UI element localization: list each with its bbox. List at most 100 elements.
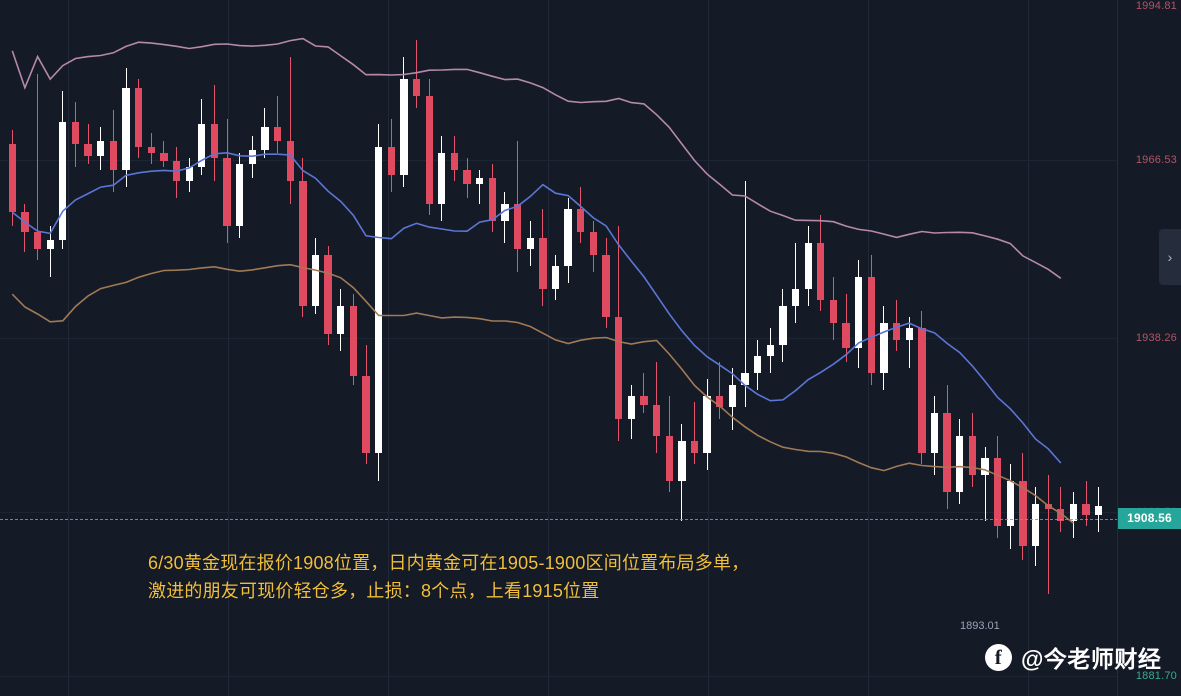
candle-down — [1019, 0, 1027, 696]
candle-wick — [795, 243, 797, 323]
candle-body — [236, 164, 244, 227]
candle-body — [412, 79, 421, 97]
candle-body — [450, 152, 459, 170]
candle-body — [817, 243, 825, 300]
candle-wick — [693, 401, 695, 464]
candle-body — [1019, 480, 1027, 547]
candle-body — [918, 328, 926, 453]
candle-body — [994, 458, 1002, 527]
candle-body — [842, 322, 850, 348]
trade-annotation-text: 6/30黄金现在报价1908位置，日内黄金可在1905-1900区间位置布局多单… — [148, 549, 749, 605]
candle-body — [855, 277, 863, 348]
candle-body — [261, 127, 269, 150]
candle-body — [59, 121, 67, 241]
candle-body — [753, 356, 762, 374]
candle-body — [299, 181, 307, 306]
candle-body — [362, 376, 370, 453]
candle-body — [46, 240, 54, 249]
candle-down — [8, 0, 16, 696]
candle-down — [918, 0, 926, 696]
candle-body — [551, 265, 560, 289]
candle-up — [880, 0, 888, 696]
candle-body — [375, 147, 383, 453]
candle-body — [564, 209, 572, 266]
candle-body — [602, 254, 610, 317]
candle-body — [21, 212, 29, 232]
candle-body — [589, 232, 598, 255]
candle-body — [311, 254, 320, 306]
candle-body — [892, 322, 901, 340]
candle-down — [1044, 0, 1052, 696]
candle-body — [425, 96, 433, 204]
candle-down — [33, 0, 42, 696]
candle-body — [134, 87, 143, 148]
candle-body — [400, 79, 408, 176]
candle-body — [703, 396, 711, 453]
candle-body — [8, 144, 16, 213]
candle-body — [930, 413, 939, 453]
candle-up — [766, 0, 774, 696]
candle-up — [791, 0, 800, 696]
candle-body — [526, 237, 534, 249]
candle-body — [956, 435, 964, 493]
candle-up — [1069, 0, 1078, 696]
candle-body — [640, 396, 648, 405]
candle-down — [134, 0, 143, 696]
candle-body — [652, 404, 661, 436]
candle-body — [122, 87, 130, 170]
candle-wick — [479, 169, 481, 204]
annotation-line-1: 6/30黄金现在报价1908位置，日内黄金可在1905-1900区间位置布局多单… — [148, 553, 750, 573]
candle-body — [804, 243, 812, 289]
candle-body — [968, 435, 977, 476]
candle-wick — [643, 373, 645, 414]
candle-body — [880, 322, 888, 374]
candle-down — [84, 0, 92, 696]
candle-down — [842, 0, 850, 696]
candle-body — [185, 166, 193, 182]
candle-up — [981, 0, 989, 696]
candle-body — [71, 121, 80, 145]
candle-down — [1082, 0, 1090, 696]
price-axis-label: 1938.26 — [1135, 332, 1177, 344]
candle-body — [791, 288, 800, 306]
candle-wick — [289, 56, 291, 204]
candle-body — [513, 203, 522, 249]
candle-body — [943, 413, 951, 493]
candle-body — [337, 305, 345, 334]
candle-body — [539, 237, 547, 289]
candle-body — [577, 209, 585, 232]
candle-body — [501, 203, 509, 221]
candle-body — [716, 396, 724, 408]
candle-wick — [719, 362, 721, 419]
candle-body — [1044, 503, 1052, 510]
candle-body — [1031, 503, 1040, 547]
candle-body — [324, 254, 332, 334]
candle-down — [892, 0, 901, 696]
candle-up — [1031, 0, 1040, 696]
candle-body — [172, 161, 181, 182]
candle-body — [387, 147, 395, 176]
candle-body — [273, 127, 282, 142]
candle-body — [33, 232, 42, 249]
candle-body — [690, 441, 699, 453]
candle-body — [728, 384, 737, 408]
candle-wick — [908, 316, 910, 368]
candle-body — [615, 316, 623, 419]
candle-body — [84, 144, 92, 156]
candle-down — [968, 0, 977, 696]
candle-down — [943, 0, 951, 696]
session-low-marker: 1893.01 — [960, 620, 1000, 632]
candle-wick — [1047, 475, 1049, 595]
candle-body — [1095, 506, 1103, 515]
candle-down — [817, 0, 825, 696]
candle-body — [438, 152, 446, 204]
candle-body — [223, 158, 231, 227]
candle-body — [463, 169, 471, 184]
candle-up — [753, 0, 762, 696]
candle-up — [97, 0, 105, 696]
expand-panel-chevron-icon[interactable]: › — [1159, 229, 1181, 285]
upper-band-line — [11, 37, 1062, 279]
candle-body — [286, 141, 294, 182]
